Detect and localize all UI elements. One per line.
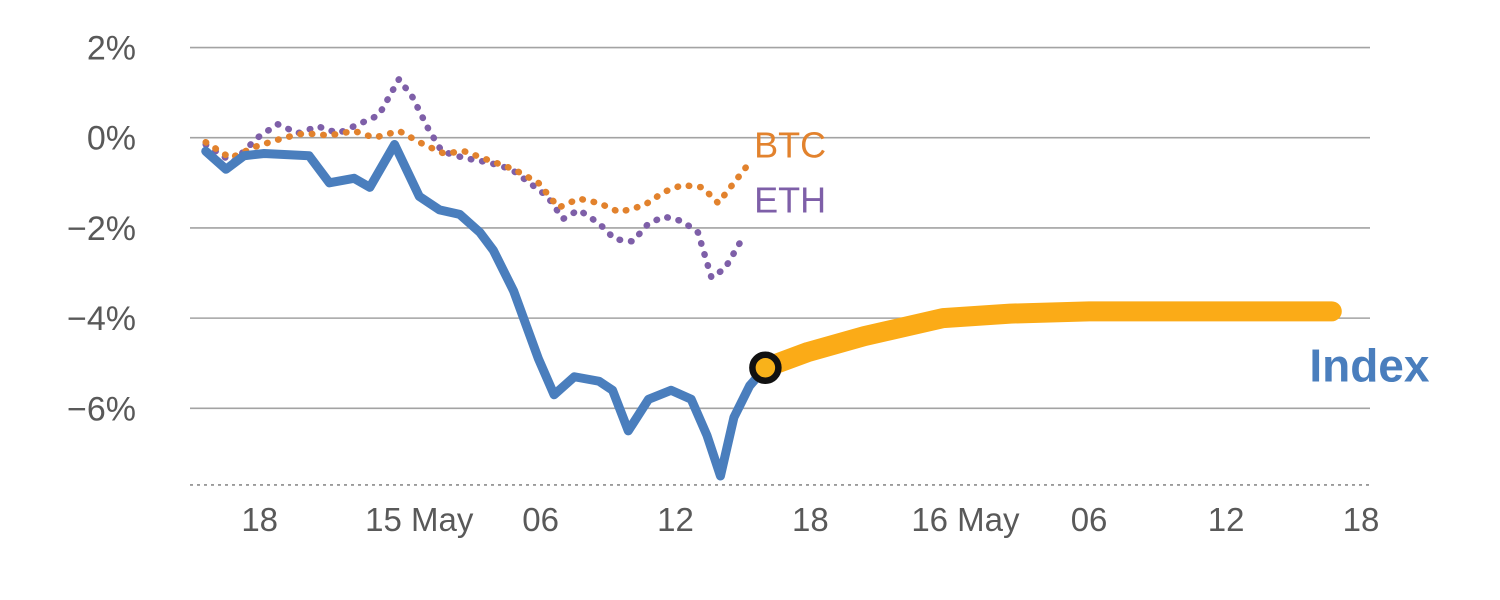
y-tick-label: −4%	[67, 300, 136, 338]
index-line	[201, 139, 770, 481]
series-label-index: Index	[1309, 340, 1430, 392]
series-label-eth: ETH	[754, 180, 826, 221]
btc-line	[202, 127, 753, 216]
y-tick-label: −6%	[67, 390, 136, 428]
x-tick-label: 16 May	[911, 501, 1020, 538]
series-label-btc: BTC	[754, 125, 826, 166]
x-tick-label: 15 May	[365, 501, 474, 538]
forecast-start-marker	[749, 351, 782, 384]
x-tick-label: 12	[657, 501, 694, 538]
x-tick-label: 06	[522, 501, 559, 538]
x-tick-label: 12	[1208, 501, 1245, 538]
index-forecast-line	[755, 301, 1342, 378]
x-tick-label: 18	[792, 501, 829, 538]
x-tick-label: 06	[1071, 501, 1108, 538]
x-tick-label: 18	[241, 501, 278, 538]
y-tick-label: 2%	[87, 30, 136, 68]
eth-line	[202, 75, 744, 281]
y-tick-label: −2%	[67, 210, 136, 248]
x-tick-label: 18	[1343, 501, 1380, 538]
y-tick-label: 0%	[87, 120, 136, 158]
